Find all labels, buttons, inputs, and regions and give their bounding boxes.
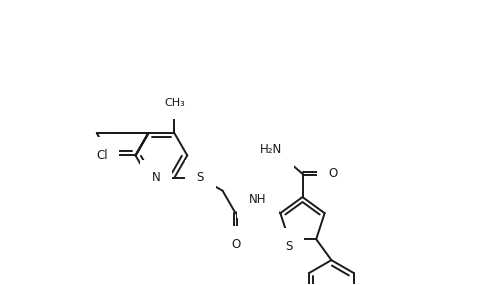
Text: H₂N: H₂N <box>260 143 282 156</box>
Text: CH₃: CH₃ <box>164 98 184 108</box>
Text: O: O <box>328 167 337 180</box>
Text: NH: NH <box>249 193 266 206</box>
Text: N: N <box>151 171 160 184</box>
Text: O: O <box>230 238 240 251</box>
Text: S: S <box>285 240 292 253</box>
Text: S: S <box>196 171 204 184</box>
Text: Cl: Cl <box>96 149 108 162</box>
